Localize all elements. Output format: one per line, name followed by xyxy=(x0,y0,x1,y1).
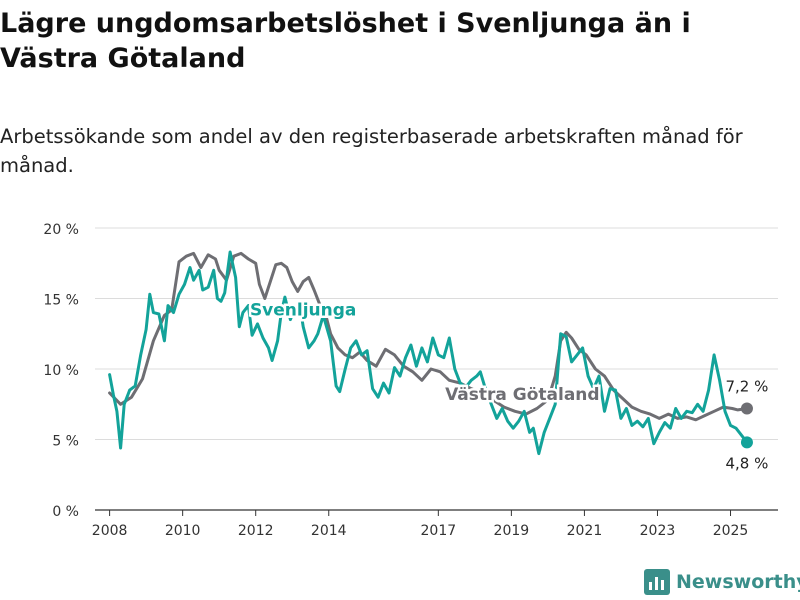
series-line-v-stra-g-taland xyxy=(108,251,749,422)
x-tick-label: 2012 xyxy=(238,523,274,539)
series-end-label: 7,2 % xyxy=(726,377,769,395)
y-tick-label: 0 % xyxy=(52,504,79,520)
y-tick-label: 15 % xyxy=(43,293,79,309)
x-tick-label: 2008 xyxy=(92,523,128,539)
series-endpoint xyxy=(740,436,753,449)
x-tick-label: 2014 xyxy=(311,523,347,539)
series-lines xyxy=(108,250,753,456)
y-tick-label: 5 % xyxy=(52,434,79,450)
newsworthy-logo-text: Newsworthy xyxy=(676,571,800,593)
series-annotation: Svenljunga xyxy=(250,300,356,320)
series-annotation: Västra Götaland xyxy=(445,385,600,405)
axes: 0 % 5 % 10 % 15 % 20 % 2008 2010 2012 2014 2017 20… xyxy=(43,222,748,539)
x-tick-label: 2019 xyxy=(494,523,530,539)
chart-subtitle: Arbetssökande som andel av den registerb… xyxy=(0,125,743,177)
gridlines xyxy=(95,227,778,511)
series-end-label: 4,8 % xyxy=(726,454,769,472)
x-tick-label: 2021 xyxy=(567,523,603,539)
newsworthy-logo: Newsworthy xyxy=(644,569,800,595)
y-tick-label: 20 % xyxy=(43,222,79,238)
series-line-svenljunga xyxy=(108,250,749,456)
chart-title: Lägre ungdomsarbetslöshet i Svenljunga ä… xyxy=(0,8,691,74)
newsworthy-logo-icon xyxy=(644,569,670,595)
y-tick-label: 10 % xyxy=(43,363,79,379)
labels: 7,2 % 4,8 % Svenljunga Västra Götaland xyxy=(247,298,769,472)
x-tick-label: 2010 xyxy=(165,523,201,539)
x-tick-label: 2025 xyxy=(713,523,749,539)
series-endpoint xyxy=(740,402,753,415)
x-tick-label: 2017 xyxy=(421,523,457,539)
x-tick-label: 2023 xyxy=(640,523,676,539)
